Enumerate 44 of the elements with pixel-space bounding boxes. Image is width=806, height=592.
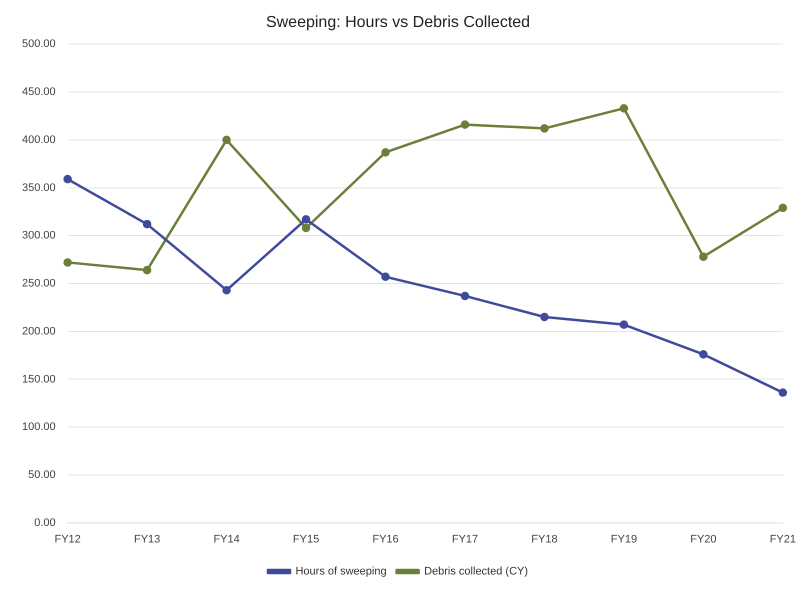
x-tick-label: FY17 [452,533,478,546]
x-tick-label: FY13 [134,533,160,546]
point [699,252,708,261]
point [302,224,310,232]
point [142,266,152,274]
x-tick-label: FY20 [690,533,717,546]
chart-title: Sweeping: Hours vs Debris Collected [266,14,530,32]
y-tick-label: 450.00 [22,86,56,98]
point [699,350,708,359]
y-tick-label: 350.00 [22,182,56,194]
point [460,292,470,300]
x-tick-label: FY12 [54,533,81,546]
point [540,124,549,133]
y-tick-label: 100.00 [22,421,56,434]
y-tick-label: 400.00 [22,134,56,146]
point [381,272,390,282]
point [63,174,72,184]
y-tick-label: 150.00 [22,373,56,386]
x-tick-label: FY21 [770,533,796,546]
x-tick-label: FY14 [213,533,240,546]
point [778,204,788,212]
legend-label: Debris collected (CY) [424,566,528,578]
point [142,220,152,228]
legend-label: Hours of sweeping [295,566,387,578]
y-tick-label: 250.00 [22,278,56,290]
point [222,286,231,294]
point [778,388,788,397]
y-tick-label: 500.00 [22,38,56,50]
point [460,120,470,129]
point [540,312,549,322]
point [620,104,628,113]
point [381,148,390,157]
y-tick-label: 300.00 [22,230,56,242]
y-tick-label: 200.00 [22,325,56,338]
point [63,258,72,267]
x-tick-label: FY19 [610,533,638,546]
point [302,215,310,224]
x-tick-label: FY15 [292,533,320,546]
x-tick-label: FY18 [531,533,558,546]
point [620,320,628,329]
point [222,136,231,144]
x-tick-label: FY16 [372,533,399,546]
y-tick-label: 50.00 [28,468,56,481]
y-tick-label: 0.00 [34,516,56,529]
